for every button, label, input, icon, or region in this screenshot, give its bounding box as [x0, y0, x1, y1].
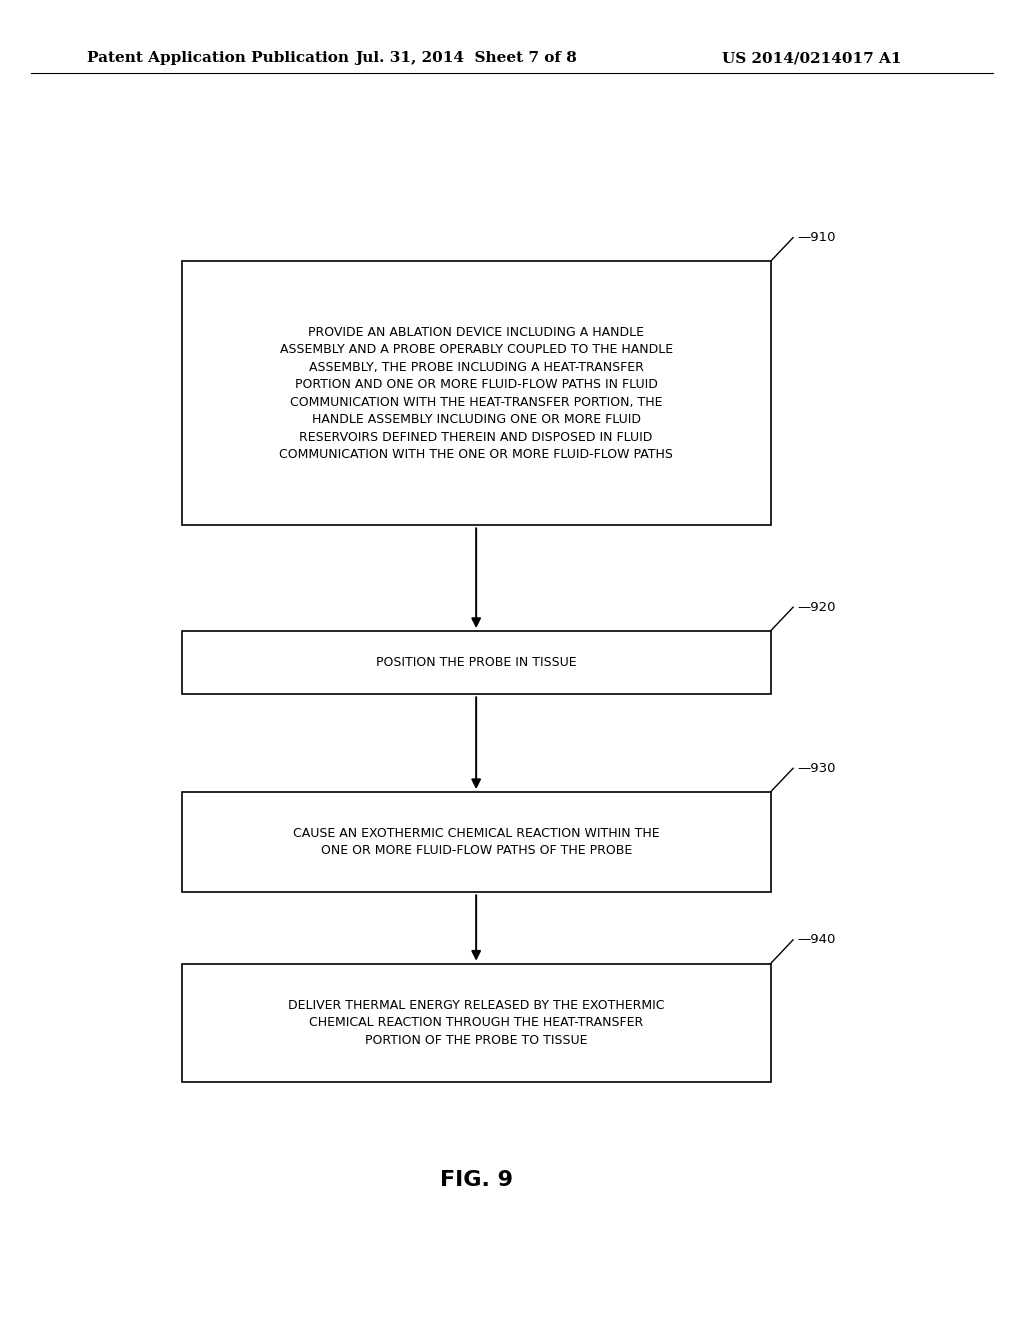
Text: Patent Application Publication: Patent Application Publication — [87, 51, 349, 65]
Text: —920: —920 — [797, 601, 836, 614]
Text: —910: —910 — [797, 231, 836, 244]
Text: —940: —940 — [797, 933, 836, 946]
Bar — [182, 792, 770, 892]
Text: POSITION THE PROBE IN TISSUE: POSITION THE PROBE IN TISSUE — [376, 656, 577, 669]
Bar — [182, 631, 770, 694]
Bar — [182, 964, 770, 1082]
Text: PROVIDE AN ABLATION DEVICE INCLUDING A HANDLE
ASSEMBLY AND A PROBE OPERABLY COUP: PROVIDE AN ABLATION DEVICE INCLUDING A H… — [280, 326, 673, 461]
Text: Jul. 31, 2014  Sheet 7 of 8: Jul. 31, 2014 Sheet 7 of 8 — [355, 51, 577, 65]
Text: —930: —930 — [797, 762, 836, 775]
Text: FIG. 9: FIG. 9 — [439, 1170, 513, 1191]
Text: CAUSE AN EXOTHERMIC CHEMICAL REACTION WITHIN THE
ONE OR MORE FLUID-FLOW PATHS OF: CAUSE AN EXOTHERMIC CHEMICAL REACTION WI… — [293, 826, 659, 858]
Text: US 2014/0214017 A1: US 2014/0214017 A1 — [722, 51, 901, 65]
Text: DELIVER THERMAL ENERGY RELEASED BY THE EXOTHERMIC
CHEMICAL REACTION THROUGH THE : DELIVER THERMAL ENERGY RELEASED BY THE E… — [288, 999, 665, 1047]
Bar — [182, 261, 770, 525]
